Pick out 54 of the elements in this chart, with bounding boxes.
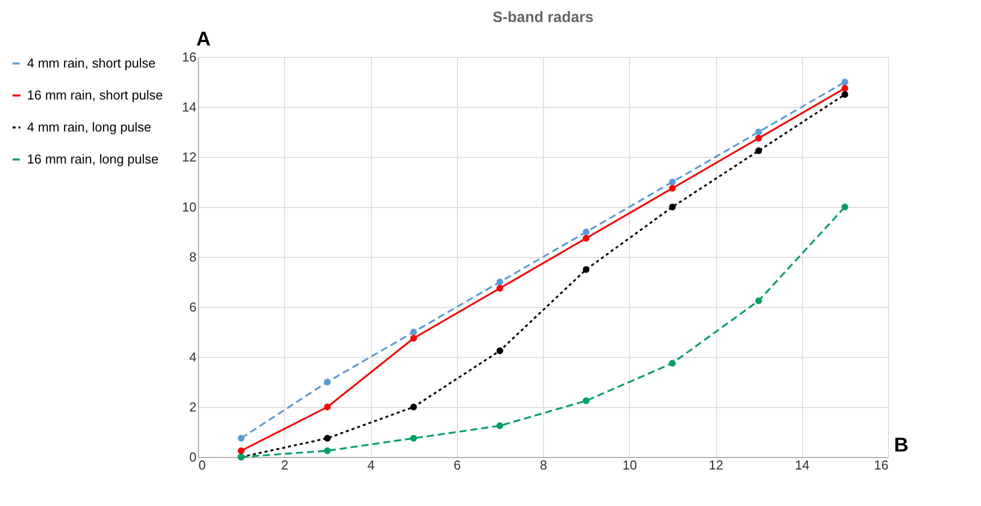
legend-label: 4 mm rain, short pulse <box>27 56 156 70</box>
point <box>324 434 331 442</box>
y-tick-label: 6 <box>189 300 196 314</box>
y-tick-label: 2 <box>189 400 196 414</box>
point <box>755 297 762 304</box>
point <box>669 360 676 367</box>
point <box>842 78 848 86</box>
x-tick-label: 0 <box>198 458 206 472</box>
x-tick-label: 10 <box>622 458 637 472</box>
x-axis-title: B <box>894 434 908 456</box>
point <box>324 447 331 454</box>
x-tick-label: 8 <box>540 458 548 472</box>
y-tick-label: 8 <box>189 250 196 264</box>
y-tick-label: 14 <box>182 100 196 114</box>
y-tick-label: 16 <box>182 50 196 64</box>
point <box>496 347 504 354</box>
point <box>582 397 590 404</box>
point <box>410 334 417 342</box>
point <box>755 128 762 136</box>
x-tick-label: 14 <box>795 458 810 472</box>
point <box>496 422 504 430</box>
legend-label: 4 mm rain, long pulse <box>27 120 152 134</box>
point <box>842 91 848 98</box>
y-axis-title: A <box>196 28 211 50</box>
point <box>410 328 417 336</box>
point <box>755 134 762 142</box>
point <box>669 178 676 186</box>
point <box>496 278 504 286</box>
point <box>842 84 848 92</box>
chart-title: S-band radars <box>492 9 594 26</box>
point <box>410 434 417 442</box>
y-tick-label: 10 <box>182 200 196 214</box>
legend-label: 16 mm rain, long pulse <box>27 152 159 166</box>
y-tick-label: 4 <box>189 350 196 364</box>
point <box>582 234 590 242</box>
y-tick-label: 12 <box>182 150 196 164</box>
point <box>496 284 504 292</box>
legend-label: 16 mm rain, short pulse <box>27 88 163 102</box>
x-tick-label: 2 <box>281 458 288 472</box>
point <box>238 434 244 442</box>
x-tick-label: 12 <box>708 458 724 472</box>
point <box>238 447 244 454</box>
point <box>755 147 762 154</box>
point <box>582 266 590 273</box>
point <box>324 404 331 410</box>
point <box>410 404 417 410</box>
point <box>669 184 676 192</box>
point <box>842 204 848 210</box>
point <box>582 228 590 236</box>
x-tick-label: 16 <box>874 458 888 472</box>
point <box>669 204 676 210</box>
x-tick-label: 6 <box>454 458 461 472</box>
x-tick-label: 4 <box>367 458 375 472</box>
point <box>324 378 331 386</box>
